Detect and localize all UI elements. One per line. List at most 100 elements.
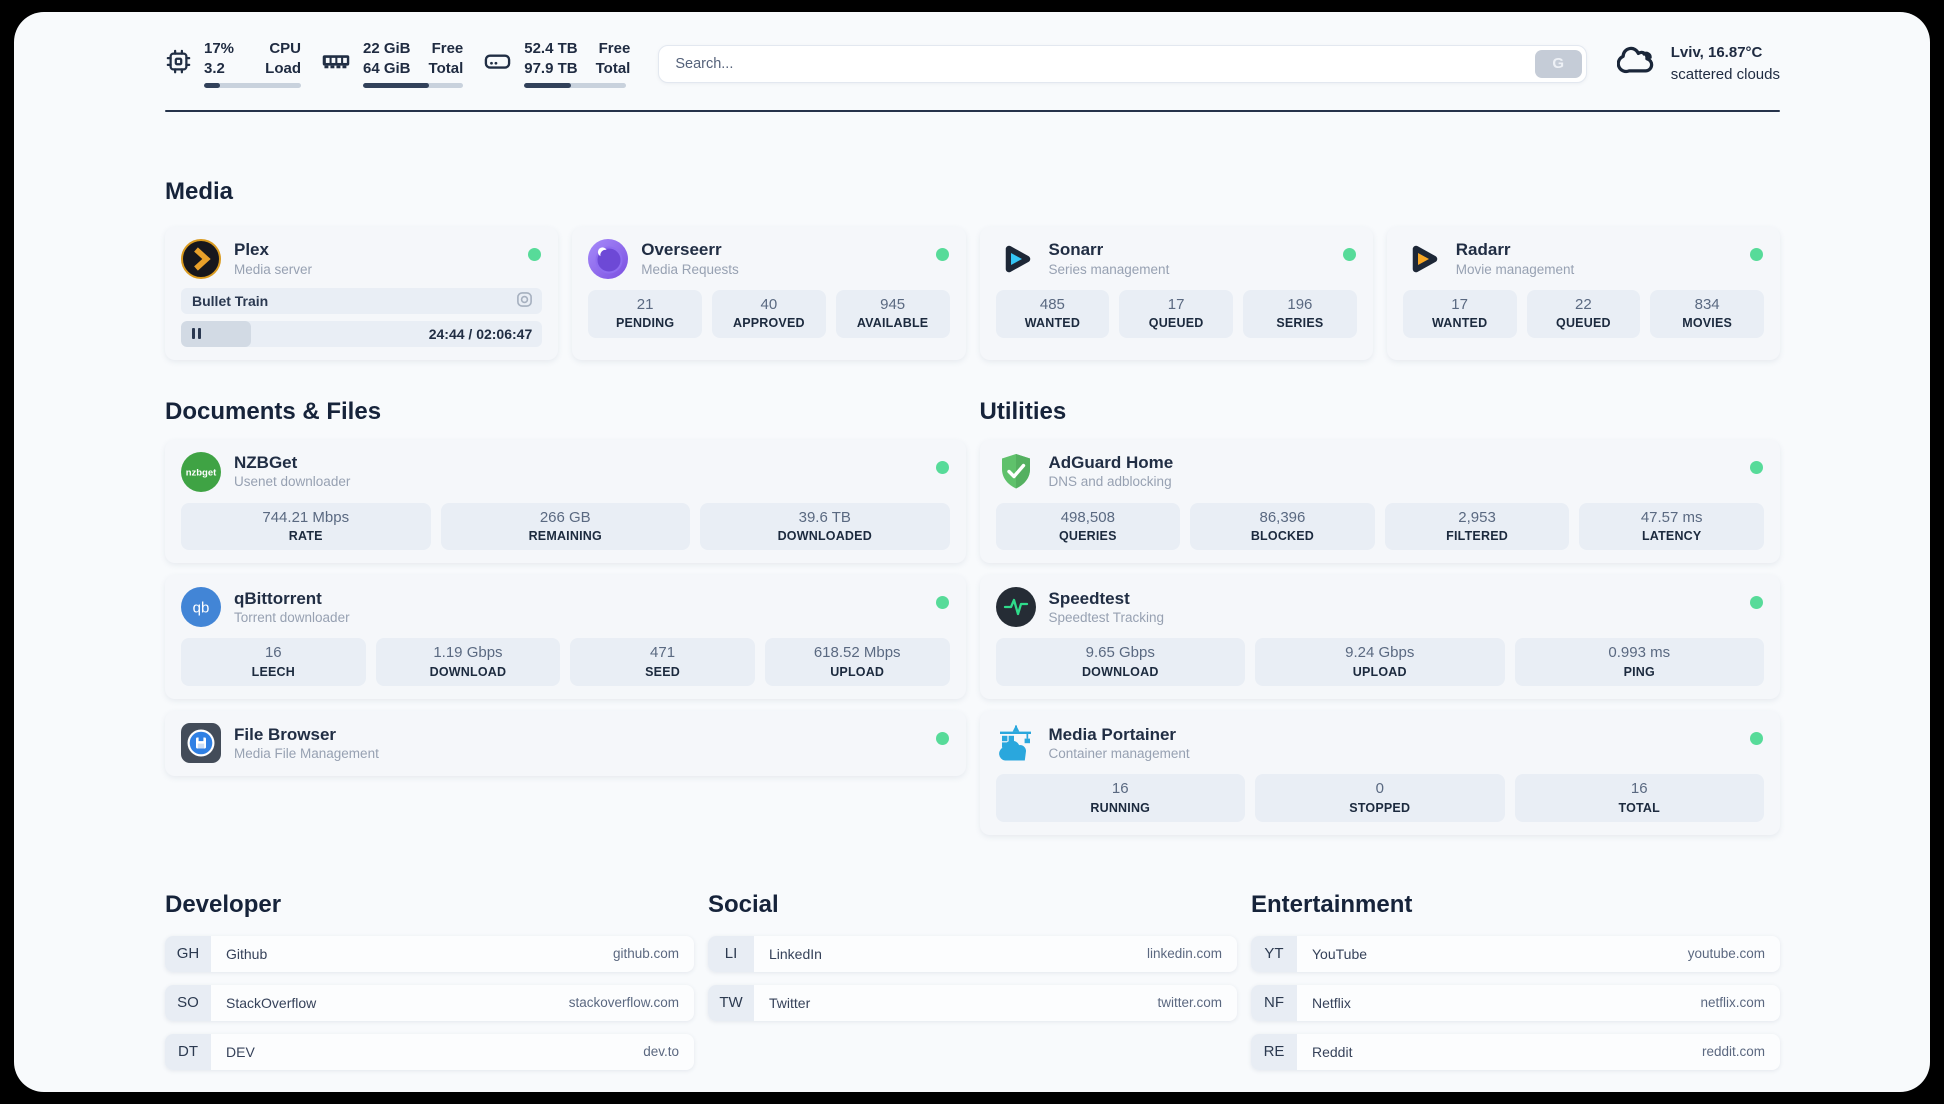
stat-approved: 40 APPROVED	[712, 289, 826, 338]
app-desc: Media server	[234, 261, 313, 277]
stat-blocked: 86,396 BLOCKED	[1190, 502, 1375, 551]
app-card-nzbget[interactable]: nzbget NZBGet Usenet downloader 744.21 M…	[165, 439, 966, 564]
radarr-icon	[1403, 239, 1443, 279]
stat-queued: 22 QUEUED	[1526, 289, 1641, 338]
disk-label-1: Free	[598, 40, 631, 57]
app-desc: Movie management	[1455, 261, 1575, 277]
app-card-radarr[interactable]: Radarr Movie management 17 WANTED 22 QUEUE…	[1386, 226, 1780, 360]
stat-seed: 471 SEED	[570, 638, 755, 687]
status-dot	[1750, 732, 1763, 746]
app-name: NZBGet	[234, 453, 298, 473]
status-dot	[528, 247, 542, 261]
playback-time: 24:44 / 02:06:47	[428, 325, 533, 342]
bookmark-abbr: NF	[1251, 984, 1297, 1021]
weather-widget: Lviv, 16.87°C scattered clouds	[1616, 41, 1780, 87]
bookmark-linkedin[interactable]: LI LinkedIn linkedin.com	[708, 935, 1237, 972]
bookmark-name: YouTube	[1312, 945, 1368, 962]
now-playing-title: Bullet Train	[192, 292, 269, 309]
app-name: Radarr	[1455, 240, 1511, 260]
bookmark-name: LinkedIn	[769, 945, 822, 962]
app-card-plex[interactable]: Plex Media server Bullet Train 24:44 / 0…	[165, 226, 559, 360]
app-desc: Torrent downloader	[234, 610, 350, 626]
ram-icon	[321, 46, 351, 81]
ram-label-1: Free	[431, 40, 464, 57]
bookmark-abbr: YT	[1251, 935, 1297, 972]
ram-total: 64 GiB	[363, 59, 411, 77]
pause-icon[interactable]	[192, 328, 201, 340]
sonarr-icon	[996, 239, 1036, 279]
stat-queries: 498,508 QUERIES	[995, 502, 1181, 551]
memory-widget: 22 GiB 64 GiB Free Total	[321, 39, 463, 88]
cpu-label-2: Load	[265, 59, 301, 77]
stat-pending: 21 PENDING	[588, 289, 702, 338]
search-go-button[interactable]: G	[1534, 49, 1582, 78]
stat-total: 16 TOTAL	[1514, 774, 1764, 822]
bookmark-name: Github	[226, 945, 268, 962]
stat-series: 196 SERIES	[1243, 289, 1357, 338]
bookmark-stackoverflow[interactable]: SO StackOverflow stackoverflow.com	[165, 984, 694, 1021]
section-title-utilities: Utilities	[979, 397, 1067, 425]
bookmark-abbr: SO	[165, 984, 211, 1021]
section-title-documents: Documents & Files	[165, 397, 382, 425]
app-card-filebrowser[interactable]: File Browser Media File Management	[165, 711, 966, 777]
search-input[interactable]	[658, 44, 1587, 83]
app-card-adguard[interactable]: AdGuard Home DNS and adblocking 498,508 Q…	[979, 439, 1780, 564]
ram-free: 22 GiB	[363, 40, 411, 57]
app-name: Sonarr	[1048, 240, 1104, 260]
overseerr-icon	[588, 238, 629, 279]
bookmark-name: Netflix	[1312, 994, 1351, 1011]
app-card-overseerr[interactable]: Overseerr Media Requests 21 PENDING 40 APP…	[572, 226, 966, 360]
bookmark-name: Twitter	[769, 994, 811, 1011]
bookmark-url: github.com	[612, 946, 679, 962]
header-bar: 17% 3.2 CPU Load 22	[165, 39, 1780, 88]
disk-icon	[483, 47, 512, 81]
speedtest-icon	[995, 587, 1036, 628]
app-name: Media Portainer	[1048, 724, 1177, 744]
bookmark-abbr: TW	[708, 984, 754, 1021]
bookmark-reddit[interactable]: RE Reddit reddit.com	[1251, 1033, 1780, 1070]
disk-widget: 52.4 TB 97.9 TB Free Total	[483, 39, 630, 88]
bookmark-abbr: DT	[165, 1033, 211, 1070]
bookmark-twitter[interactable]: TW Twitter twitter.com	[708, 984, 1237, 1021]
playback-progress-bar[interactable]: 24:44 / 02:06:47	[181, 320, 543, 347]
stat-download: 1.19 Gbps DOWNLOAD	[375, 638, 561, 687]
search-bar: G	[658, 44, 1587, 83]
dashboard-panel: 17% 3.2 CPU Load 22	[14, 12, 1930, 1092]
stat-leech: 16 LEECH	[181, 638, 366, 687]
cpu-icon	[165, 48, 192, 80]
app-name: Plex	[234, 240, 269, 260]
stat-latency: 47.57 ms LATENCY	[1579, 502, 1764, 551]
app-name: Speedtest	[1048, 588, 1130, 608]
bookmark-url: netflix.com	[1700, 995, 1765, 1011]
status-dot	[1342, 247, 1356, 261]
cloud-icon	[1616, 41, 1658, 87]
bookmark-url: youtube.com	[1687, 946, 1765, 962]
app-desc: Media Requests	[641, 261, 739, 277]
bookmark-abbr: GH	[165, 935, 211, 972]
app-card-sonarr[interactable]: Sonarr Series management 485 WANTED 17 QUE…	[979, 226, 1373, 360]
stat-ping: 0.993 ms PING	[1514, 638, 1764, 687]
bookmark-url: twitter.com	[1157, 995, 1222, 1011]
cpu-label-1: CPU	[269, 40, 301, 57]
plex-icon	[181, 238, 221, 279]
qbittorrent-icon: qb	[181, 587, 221, 628]
section-title-media: Media	[165, 178, 234, 205]
bookmark-netflix[interactable]: NF Netflix netflix.com	[1251, 984, 1780, 1021]
app-card-qbittorrent[interactable]: qb qBittorrent Torrent downloader 16 LEEC…	[165, 575, 966, 700]
bookmark-youtube[interactable]: YT YouTube youtube.com	[1251, 935, 1780, 972]
session-icon[interactable]	[516, 291, 533, 311]
app-card-portainer[interactable]: Media Portainer Container management 16 R…	[979, 711, 1780, 835]
section-title-entertainment: Entertainment	[1251, 890, 1413, 918]
bookmark-name: DEV	[226, 1043, 255, 1060]
section-title-social: Social	[708, 890, 779, 918]
status-dot	[1750, 596, 1763, 610]
bookmark-url: stackoverflow.com	[568, 995, 679, 1011]
app-desc: DNS and adblocking	[1048, 474, 1172, 490]
weather-condition: scattered clouds	[1670, 65, 1780, 83]
bookmark-name: Reddit	[1312, 1043, 1353, 1060]
bookmark-github[interactable]: GH Github github.com	[165, 935, 694, 972]
app-card-speedtest[interactable]: Speedtest Speedtest Tracking 9.65 Gbps DO…	[979, 575, 1780, 700]
bookmark-dev[interactable]: DT DEV dev.to	[165, 1033, 694, 1070]
app-desc: Media File Management	[234, 745, 379, 761]
bookmark-url: linkedin.com	[1146, 946, 1222, 962]
